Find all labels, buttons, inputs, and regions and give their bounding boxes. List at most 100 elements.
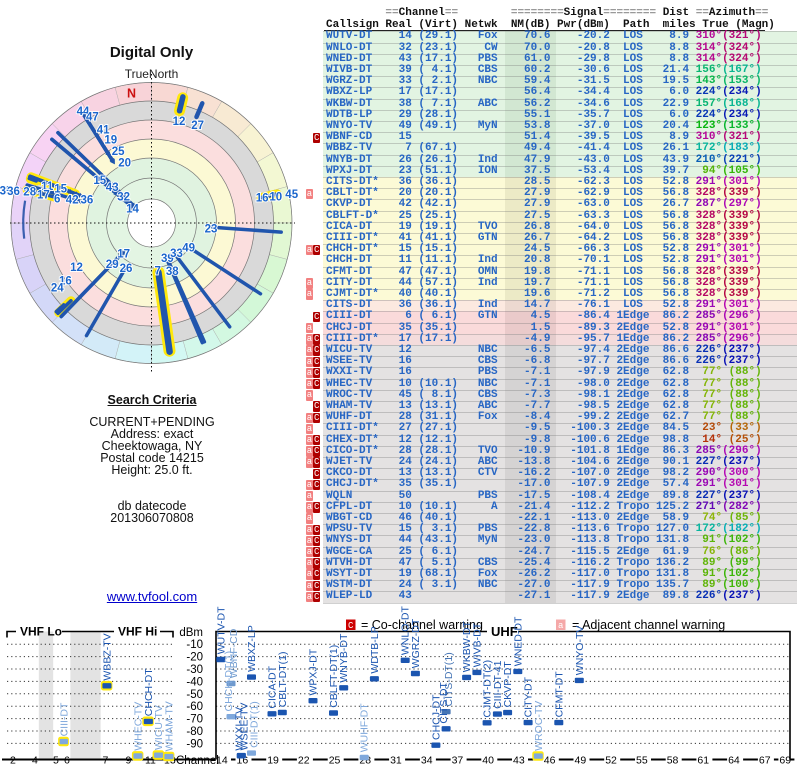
svg-text:WGRZ-DT: WGRZ-DT [410, 618, 422, 668]
svg-text:69: 69 [779, 755, 791, 767]
svg-text:WSEE-TV: WSEE-TV [238, 703, 250, 751]
svg-text:CITY-DT: CITY-DT [523, 676, 535, 717]
svg-text:WNYO-TV: WNYO-TV [574, 626, 586, 676]
svg-text:10: 10 [269, 192, 282, 204]
svg-text:19: 19 [104, 135, 117, 147]
svg-text:WNLO-DT: WNLO-DT [400, 606, 412, 656]
svg-text:CBLT-DT(1): CBLT-DT(1) [277, 651, 289, 707]
svg-text:17: 17 [117, 249, 130, 261]
svg-text:24: 24 [51, 282, 64, 294]
svg-text:CKVP-DT: CKVP-DT [502, 661, 514, 708]
svg-text:19: 19 [267, 755, 279, 767]
svg-text:23: 23 [205, 224, 218, 236]
svg-text:52: 52 [605, 755, 617, 767]
svg-text:WUHF-DT: WUHF-DT [359, 703, 371, 753]
svg-text:43: 43 [106, 182, 119, 194]
svg-text:25: 25 [329, 755, 341, 767]
svg-text:= Co-channel warning: = Co-channel warning [361, 618, 483, 632]
svg-text:C: C [348, 621, 354, 631]
svg-text:61: 61 [697, 755, 709, 767]
svg-text:64: 64 [728, 755, 740, 767]
svg-text:CIII-DT-41: CIII-DT-41 [492, 660, 504, 709]
svg-text:11: 11 [41, 181, 54, 193]
svg-text:28: 28 [359, 755, 371, 767]
svg-text:-70: -70 [186, 714, 203, 726]
svg-text:CHCH-DT(1): CHCH-DT(1) [223, 651, 235, 712]
svg-text:WIVB-DT: WIVB-DT [471, 622, 483, 667]
svg-text:29: 29 [106, 259, 119, 271]
svg-text:CITS-DT: CITS-DT [438, 682, 450, 724]
svg-text:WBXZ-LP: WBXZ-LP [246, 625, 258, 672]
svg-text:14: 14 [126, 203, 139, 215]
svg-text:dBm: dBm [179, 627, 203, 639]
svg-text:22: 22 [298, 755, 310, 767]
svg-text:33: 33 [170, 248, 183, 260]
svg-text:37: 37 [452, 755, 464, 767]
svg-text:32: 32 [117, 192, 130, 204]
svg-text:39: 39 [161, 253, 174, 265]
svg-text:20: 20 [118, 157, 131, 169]
svg-text:35: 35 [0, 186, 13, 198]
svg-text:49: 49 [182, 243, 195, 255]
svg-text:CICA-DT: CICA-DT [267, 665, 279, 708]
svg-text:45: 45 [285, 189, 298, 201]
svg-text:6: 6 [54, 193, 60, 205]
svg-text:7: 7 [154, 265, 160, 277]
svg-text:WBNF-CD: WBNF-CD [228, 628, 240, 678]
svg-text:36: 36 [7, 186, 20, 198]
svg-text:CHCH-DT: CHCH-DT [143, 668, 155, 716]
svg-text:-40: -40 [186, 676, 203, 688]
svg-text:49: 49 [575, 755, 587, 767]
svg-text:36: 36 [81, 194, 94, 206]
svg-text:-80: -80 [186, 726, 203, 738]
svg-text:-20: -20 [186, 652, 203, 664]
svg-text:WBBZ-TV: WBBZ-TV [102, 633, 114, 680]
svg-text:38: 38 [166, 266, 179, 278]
svg-text:40: 40 [482, 755, 494, 767]
svg-text:WKBW-DT: WKBW-DT [461, 620, 473, 672]
svg-text:N: N [127, 87, 136, 101]
svg-text:WXXI-TV: WXXI-TV [233, 707, 245, 751]
svg-text:WDTB-LP: WDTB-LP [369, 626, 381, 673]
svg-text:12: 12 [70, 262, 83, 274]
svg-text:43: 43 [513, 755, 525, 767]
svg-text:-90: -90 [186, 738, 203, 750]
svg-text:VHF Hi: VHF Hi [118, 625, 157, 639]
svg-text:28: 28 [23, 186, 36, 198]
svg-text:CIII-DT: CIII-DT [58, 702, 70, 736]
svg-text:26: 26 [120, 263, 133, 275]
svg-text:-50: -50 [186, 689, 203, 701]
svg-text:12: 12 [173, 116, 186, 128]
svg-text:CHCJ-DT: CHCJ-DT [430, 694, 442, 740]
svg-text:WNYB-DT: WNYB-DT [338, 633, 350, 683]
svg-text:-10: -10 [186, 639, 203, 651]
svg-text:WHAM-TV: WHAM-TV [164, 701, 176, 751]
svg-text:CJMT-DT(2): CJMT-DT(2) [482, 660, 494, 718]
svg-text:UHF: UHF [491, 624, 518, 639]
svg-text:a: a [558, 621, 564, 631]
svg-text:-60: -60 [186, 701, 203, 713]
svg-text:-30: -30 [186, 664, 203, 676]
svg-text:Channel: Channel [176, 755, 219, 767]
svg-text:CBLFT-DT(1): CBLFT-DT(1) [328, 645, 340, 708]
svg-text:CFMT-DT: CFMT-DT [553, 671, 565, 718]
svg-text:WICU-TV: WICU-TV [153, 705, 165, 750]
svg-text:41: 41 [97, 125, 110, 137]
svg-text:15: 15 [54, 184, 67, 196]
svg-text:CITS-DT(1): CITS-DT(1) [443, 652, 455, 706]
svg-text:17: 17 [37, 190, 50, 202]
svg-text:47: 47 [86, 112, 99, 124]
svg-text:25: 25 [112, 146, 125, 158]
svg-text:WUTV-DT: WUTV-DT [215, 606, 227, 654]
svg-text:46: 46 [544, 755, 556, 767]
svg-text:34: 34 [421, 755, 433, 767]
svg-text:CIII-DT(1): CIII-DT(1) [249, 701, 261, 748]
svg-text:16: 16 [237, 755, 249, 767]
svg-text:16: 16 [59, 275, 72, 287]
svg-text:WPXJ-DT: WPXJ-DT [308, 648, 320, 695]
svg-text:55: 55 [636, 755, 648, 767]
svg-text:58: 58 [667, 755, 679, 767]
svg-text:VHF Lo: VHF Lo [20, 625, 62, 639]
svg-text:42: 42 [66, 195, 79, 207]
svg-text:14: 14 [216, 755, 228, 767]
